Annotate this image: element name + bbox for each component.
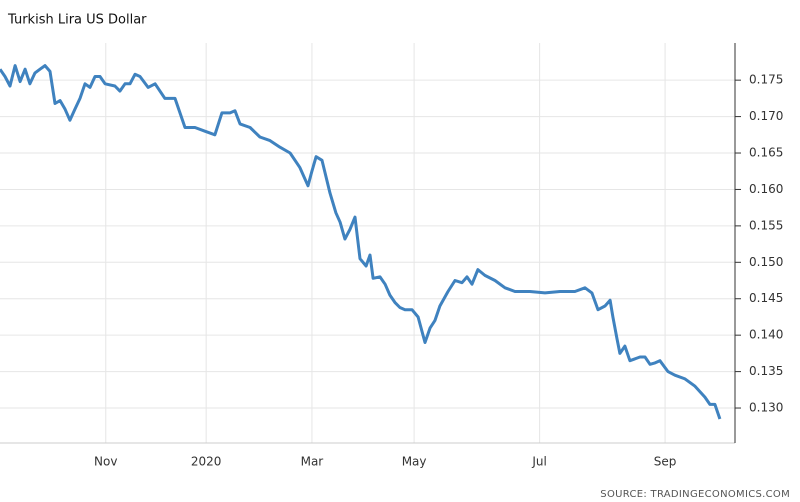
data-line [0, 64, 722, 420]
y-tick-label: 0.145 [749, 291, 783, 305]
x-tick-label: Sep [654, 455, 677, 469]
y-tick-label: 0.175 [749, 73, 783, 87]
x-tick-label: 2020 [191, 455, 222, 469]
source-note: SOURCE: TRADINGECONOMICS.COM [600, 489, 790, 500]
x-tick-label: Nov [94, 455, 117, 469]
y-tick-label: 0.130 [749, 401, 783, 415]
y-tick-label: 0.165 [749, 146, 783, 160]
y-tick-label: 0.170 [749, 109, 783, 123]
x-tick-label: May [402, 455, 427, 469]
y-tick-label: 0.160 [749, 182, 783, 196]
y-tick-label: 0.140 [749, 328, 783, 342]
x-tick-label: Jul [531, 455, 546, 469]
y-tick-label: 0.155 [749, 218, 783, 232]
x-tick-label: Mar [301, 455, 324, 469]
y-tick-label: 0.135 [749, 364, 783, 378]
y-tick-label: 0.150 [749, 255, 783, 269]
chart-title: Turkish Lira US Dollar [7, 13, 147, 28]
